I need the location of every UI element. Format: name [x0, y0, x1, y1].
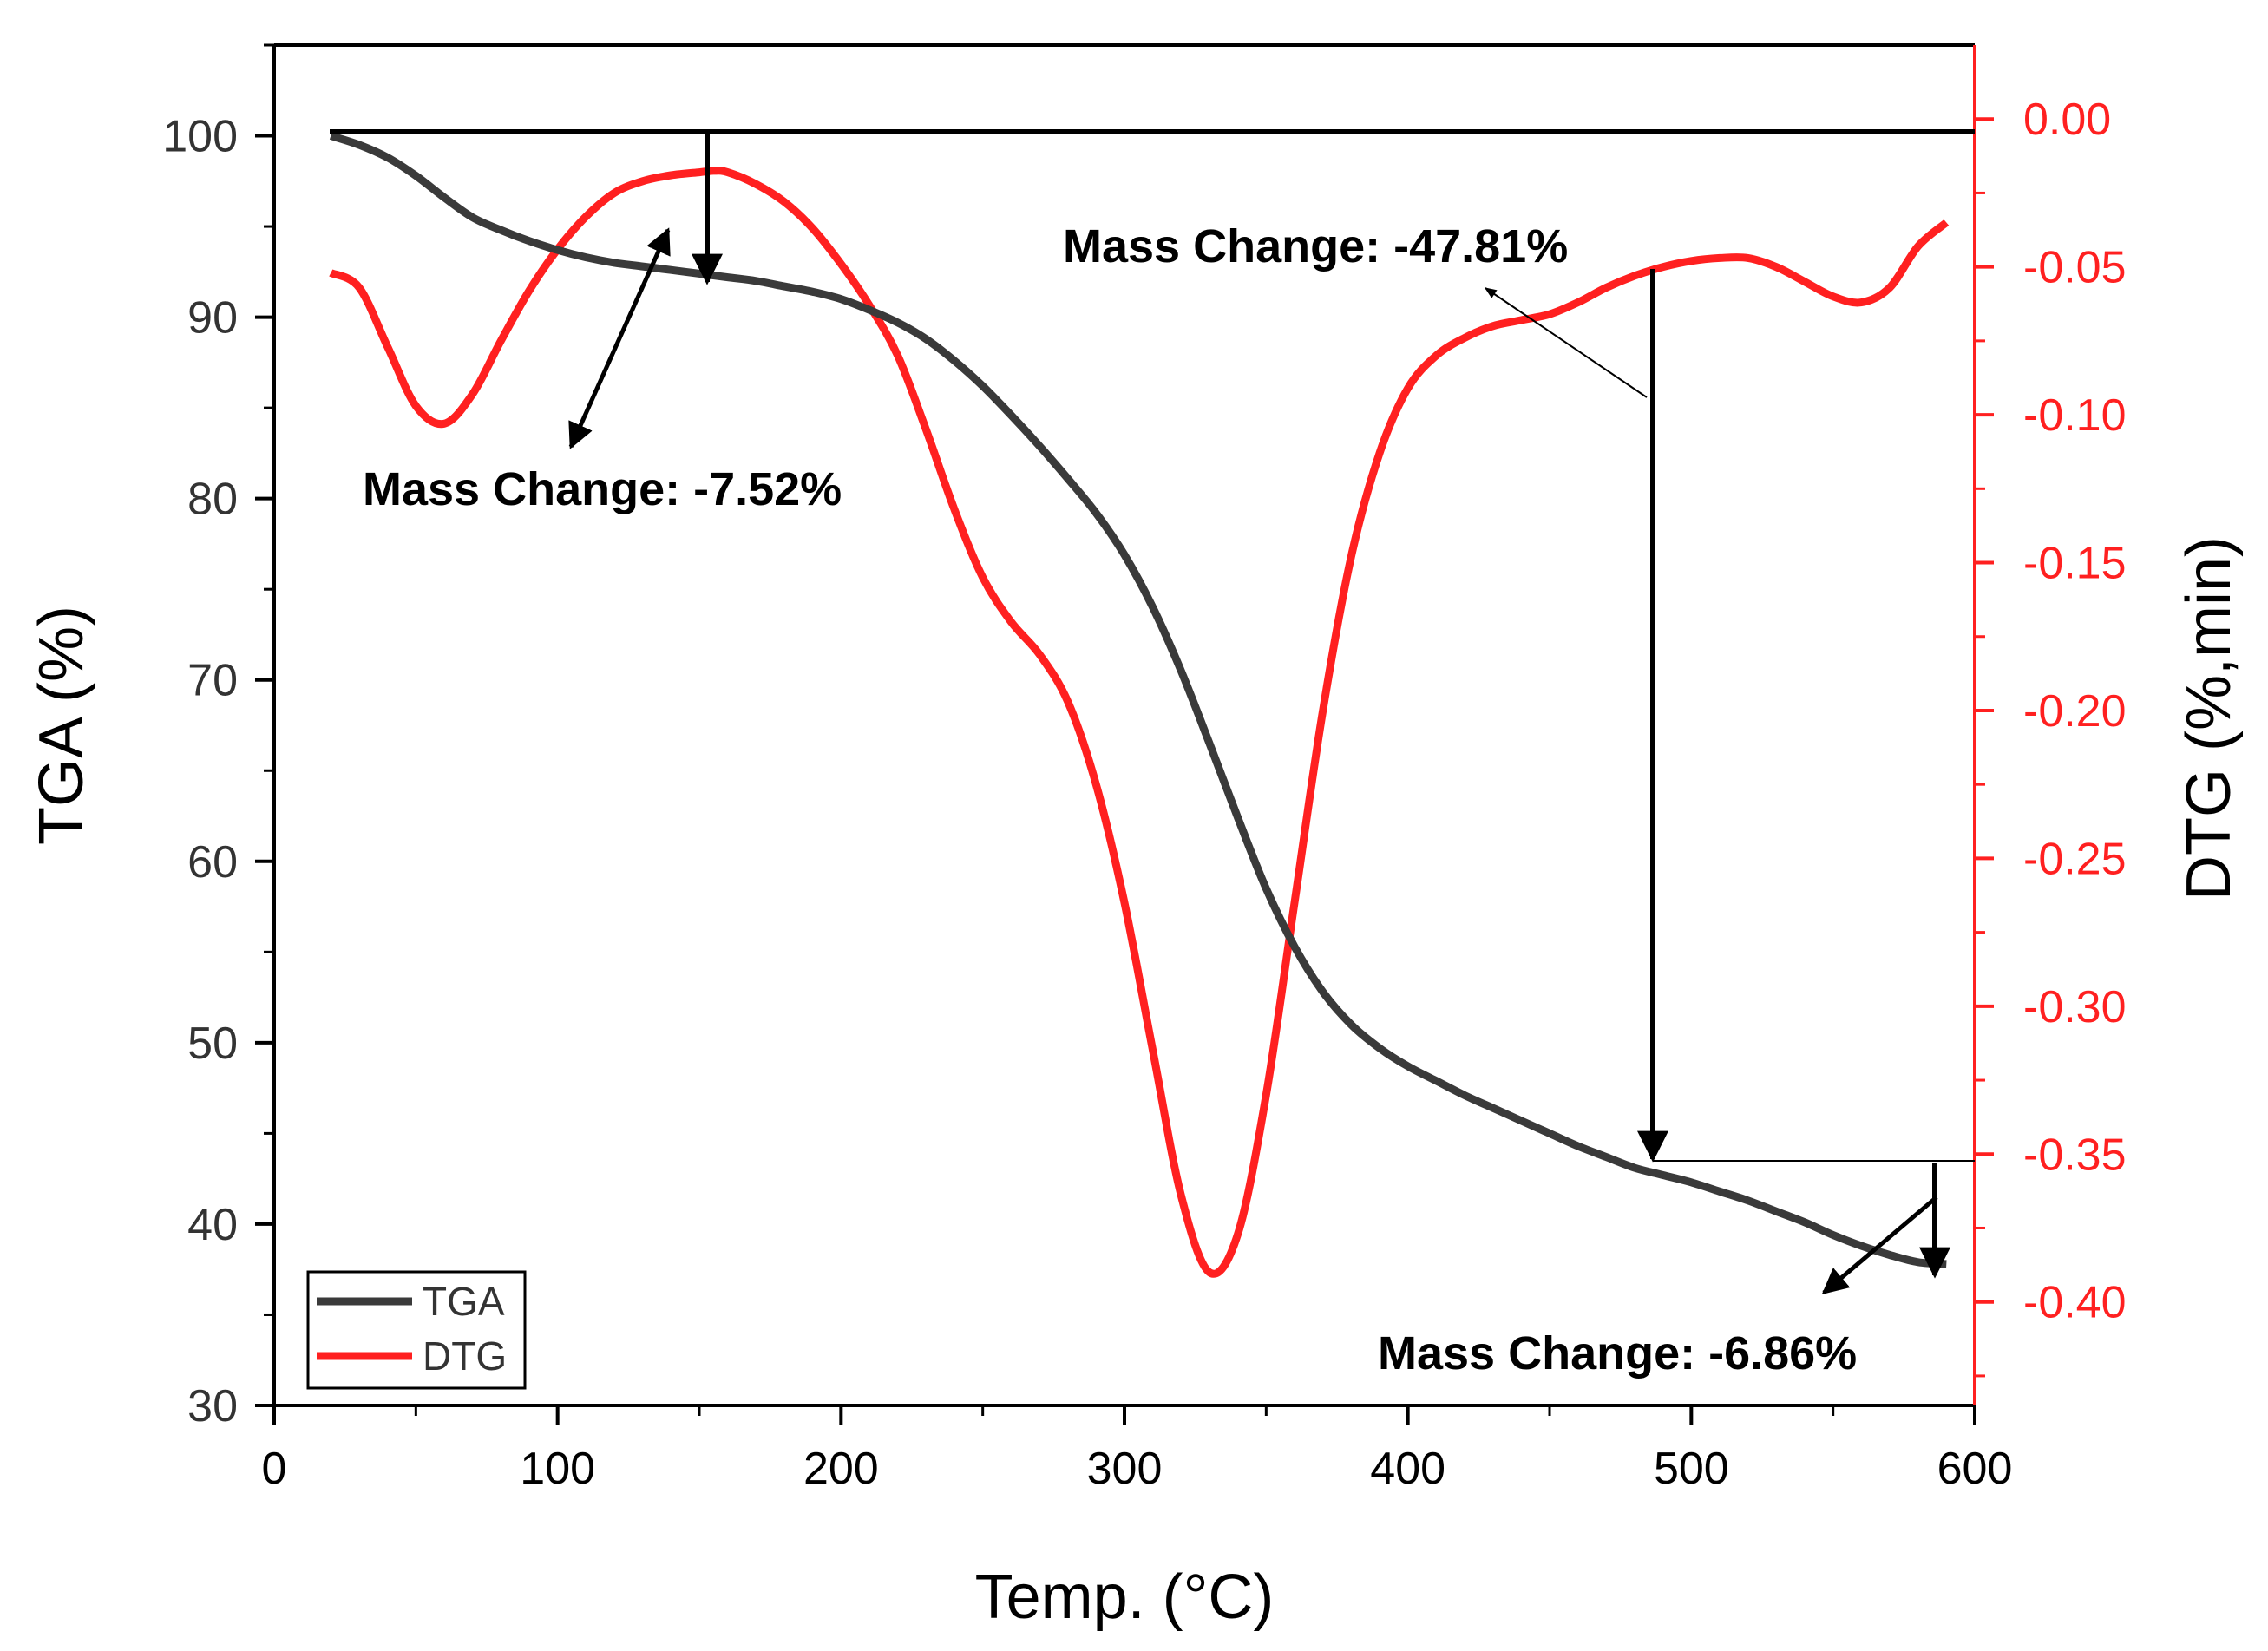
- x-axis-ticks: 0 100 200 300 400 500 600: [262, 1405, 2013, 1494]
- annotation-2-pointer-arrow: [1484, 287, 1648, 398]
- y2-axis-title: DTG (%,min): [2174, 536, 2244, 901]
- annotations: Mass Change: -7.52% Mass Change: -47.81%…: [330, 129, 1975, 1379]
- y2-tick-label: -0.25: [2023, 834, 2127, 884]
- y2-tick-label: -0.30: [2023, 982, 2127, 1032]
- annotation-3-pointer-arrow: [1821, 1196, 1938, 1294]
- annotation-2-label: Mass Change: -47.81%: [1063, 220, 1568, 272]
- y2-tick-label: -0.40: [2023, 1278, 2127, 1328]
- dtg-series-line: [329, 167, 1950, 1278]
- y-tick-label: 50: [187, 1019, 238, 1069]
- y-axis-title: TGA (%): [27, 606, 96, 845]
- legend-dtg-label: DTG: [423, 1333, 507, 1379]
- y-tick-label: 60: [187, 837, 238, 888]
- annotation-1-label: Mass Change: -7.52%: [363, 463, 842, 515]
- y2-tick-label: -0.20: [2023, 686, 2127, 737]
- x-tick-label: 300: [1087, 1444, 1163, 1494]
- annotation-3-label: Mass Change: -6.86%: [1378, 1327, 1857, 1379]
- y2-tick-label: -0.15: [2023, 539, 2127, 589]
- y-tick-label: 30: [187, 1381, 238, 1432]
- x-tick-label: 200: [803, 1444, 879, 1494]
- y-tick-label: 100: [162, 112, 238, 162]
- y-tick-label: 80: [187, 475, 238, 525]
- x-tick-label: 0: [262, 1444, 287, 1494]
- y-tick-label: 40: [187, 1200, 238, 1250]
- legend-tga-label: TGA: [423, 1279, 505, 1324]
- legend-box: [306, 1270, 527, 1390]
- x-tick-label: 600: [1937, 1444, 2013, 1494]
- y2-tick-label: -0.05: [2023, 243, 2127, 293]
- y2-tick-label: -0.35: [2023, 1130, 2127, 1180]
- tga-series-line: [329, 132, 1947, 1268]
- x-tick-label: 400: [1370, 1444, 1445, 1494]
- legend: TGA DTG: [306, 1270, 527, 1390]
- y2-tick-label: -0.10: [2023, 390, 2127, 441]
- y2-tick-label: 0.00: [2023, 95, 2111, 145]
- annotation-1-pointer-arrow: [568, 227, 671, 449]
- x-axis-title: Temp. (°C): [975, 1563, 1275, 1632]
- y2-axis-ticks: 0.00 -0.05 -0.10 -0.15 -0.20 -0.25 -0.30 -0.35 -…: [1975, 95, 2127, 1378]
- x-tick-label: 500: [1654, 1444, 1729, 1494]
- y-tick-label: 90: [187, 293, 238, 344]
- y-tick-label: 70: [187, 656, 238, 706]
- y-axis-ticks: 30 40 50 60 70 80 90 100: [162, 43, 274, 1432]
- x-tick-label: 100: [520, 1444, 595, 1494]
